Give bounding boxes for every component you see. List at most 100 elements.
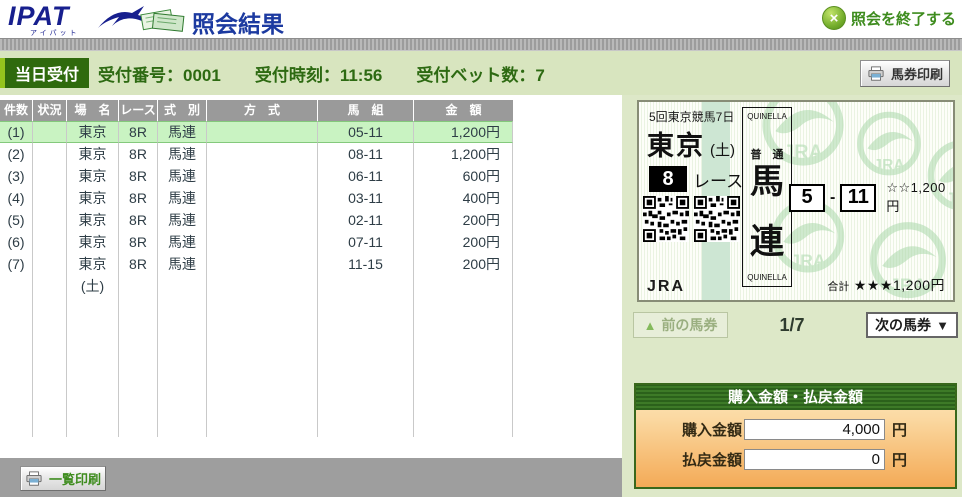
horse-number-box: 5 <box>789 183 825 212</box>
bet-type-box: QUINELLA 普 通 馬 連 QUINELLA <box>742 107 792 287</box>
cell-type: 馬連 <box>158 253 207 275</box>
amount-summary-panel: 購入金額・払戻金額 購入金額 円 払戻金額 円 <box>634 383 957 489</box>
cell-method <box>207 143 318 165</box>
down-arrow-icon: ▼ <box>936 317 949 333</box>
cell-no: (2) <box>0 143 33 165</box>
receipt-info-bar: 当日受付 受付番号：0001 受付時刻：11:56 受付ベット数：7 馬券印刷 <box>0 51 962 95</box>
print-list-label: 一覧印刷 <box>48 472 101 487</box>
cell-amount: 1,200円 <box>414 121 513 143</box>
empty-cell <box>158 275 207 437</box>
refund-amount-input[interactable] <box>744 449 885 470</box>
empty-cell <box>318 275 414 437</box>
column-header: 状況 <box>33 100 67 121</box>
cell-method <box>207 209 318 231</box>
summary-title: 購入金額・払戻金額 <box>636 385 955 410</box>
cell-no: (6) <box>0 231 33 253</box>
purchase-amount-row: 購入金額 円 <box>636 419 955 440</box>
cell-race: 8R <box>119 143 158 165</box>
bet-type-kanji-1: 馬 <box>750 162 784 202</box>
table-body: (1)東京(土)8R馬連05-111,200円(2)東京(土)8R馬連08-11… <box>0 121 513 294</box>
ticket-combination: 5 - 11 ☆☆1,200円 <box>789 180 953 215</box>
column-header: 場 名 <box>67 100 119 121</box>
cell-race: 8R <box>119 253 158 275</box>
refund-amount-row: 払戻金額 円 <box>636 449 955 470</box>
close-button-label: 照会を終了する <box>850 10 956 28</box>
ticket-venue-day: (土) <box>710 142 735 159</box>
refund-amount-unit: 円 <box>892 452 908 469</box>
cell-venue: 東京(土) <box>67 253 119 294</box>
ticket-race-label: レース <box>693 171 744 191</box>
ipat-logo-subtext: アイパット <box>30 30 80 37</box>
up-arrow-icon: ▲ <box>643 317 657 333</box>
cell-method <box>207 165 318 187</box>
cell-combo: 08-11 <box>318 143 414 165</box>
qr-code-icon <box>694 196 740 242</box>
cell-status <box>33 165 67 187</box>
table-empty-area <box>0 275 513 437</box>
next-ticket-button[interactable]: 次の馬券 ▼ <box>866 312 958 338</box>
cell-amount: 200円 <box>414 209 513 231</box>
table-header-row: 件数 状況場 名レース式 別方 式馬 組金 額 <box>0 100 513 121</box>
jra-watermark-icon <box>853 110 925 182</box>
close-inquiry-button[interactable]: × 照会を終了する <box>821 6 956 30</box>
purchase-amount-input[interactable] <box>744 419 885 440</box>
column-header: 金 額 <box>414 100 513 121</box>
printer-icon <box>867 66 885 82</box>
ticket-venue: 東京 (土) <box>647 124 735 163</box>
cell-combo: 03-11 <box>318 187 414 209</box>
ticket-bet-amount: ☆☆1,200円 <box>886 180 946 214</box>
cell-type: 馬連 <box>158 209 207 231</box>
cell-combo: 02-11 <box>318 209 414 231</box>
receipt-bet-count: 受付ベット数：7 <box>416 65 545 85</box>
ipat-logo: IPAT アイパット <box>8 2 80 38</box>
same-day-receipt-badge: 当日受付 <box>5 58 90 88</box>
cell-race: 8R <box>119 231 158 253</box>
table-row[interactable]: (7) 東京(土) 8R 馬連 11-15 200円 <box>0 253 513 294</box>
close-icon: × <box>821 6 846 30</box>
page-title: 照会結果 <box>192 11 284 37</box>
combination-dash: - <box>830 188 836 206</box>
receipt-info-items: 受付番号：0001 受付時刻：11:56 受付ベット数：7 <box>98 51 545 95</box>
cell-no: (4) <box>0 187 33 209</box>
column-header: 件数 <box>0 100 33 121</box>
cell-venue: 東京(土) <box>67 187 119 228</box>
cell-type: 馬連 <box>158 143 207 165</box>
prev-ticket-label: 前の馬券 <box>661 317 718 333</box>
bet-type-sub: 普 通 <box>750 148 784 161</box>
receipt-number: 受付番号：0001 <box>98 65 221 85</box>
print-ticket-label: 馬券印刷 <box>890 67 943 82</box>
ticket-preview: 5回東京競馬7日 東京 (土) 8 レース JRA QUINELLA 普 通 馬 … <box>637 100 955 302</box>
cell-venue: 東京(土) <box>67 165 119 206</box>
print-list-button[interactable]: 一覧印刷 <box>20 466 106 491</box>
cell-method <box>207 253 318 275</box>
empty-cell <box>0 275 33 437</box>
ticket-issuer: JRA <box>647 278 686 295</box>
empty-cell <box>414 275 513 437</box>
empty-cell <box>119 275 158 437</box>
cell-method <box>207 121 318 143</box>
accent-strip <box>0 58 5 88</box>
cell-venue: 東京(土) <box>67 121 119 160</box>
footer-bar: 一覧印刷 <box>0 458 622 497</box>
cell-type: 馬連 <box>158 187 207 209</box>
cell-amount: 400円 <box>414 187 513 209</box>
cell-no: (5) <box>0 209 33 231</box>
ticket-position: 1/7 <box>779 315 805 335</box>
bet-type-quinella-bottom: QUINELLA <box>747 273 787 282</box>
column-header: 式 別 <box>158 100 207 121</box>
qr-code-icon <box>643 196 689 242</box>
print-ticket-button[interactable]: 馬券印刷 <box>860 60 950 87</box>
cell-type: 馬連 <box>158 121 207 143</box>
prev-ticket-button[interactable]: ▲ 前の馬券 <box>633 312 728 338</box>
refund-amount-label: 払戻金額 <box>682 452 743 469</box>
cell-amount: 600円 <box>414 165 513 187</box>
